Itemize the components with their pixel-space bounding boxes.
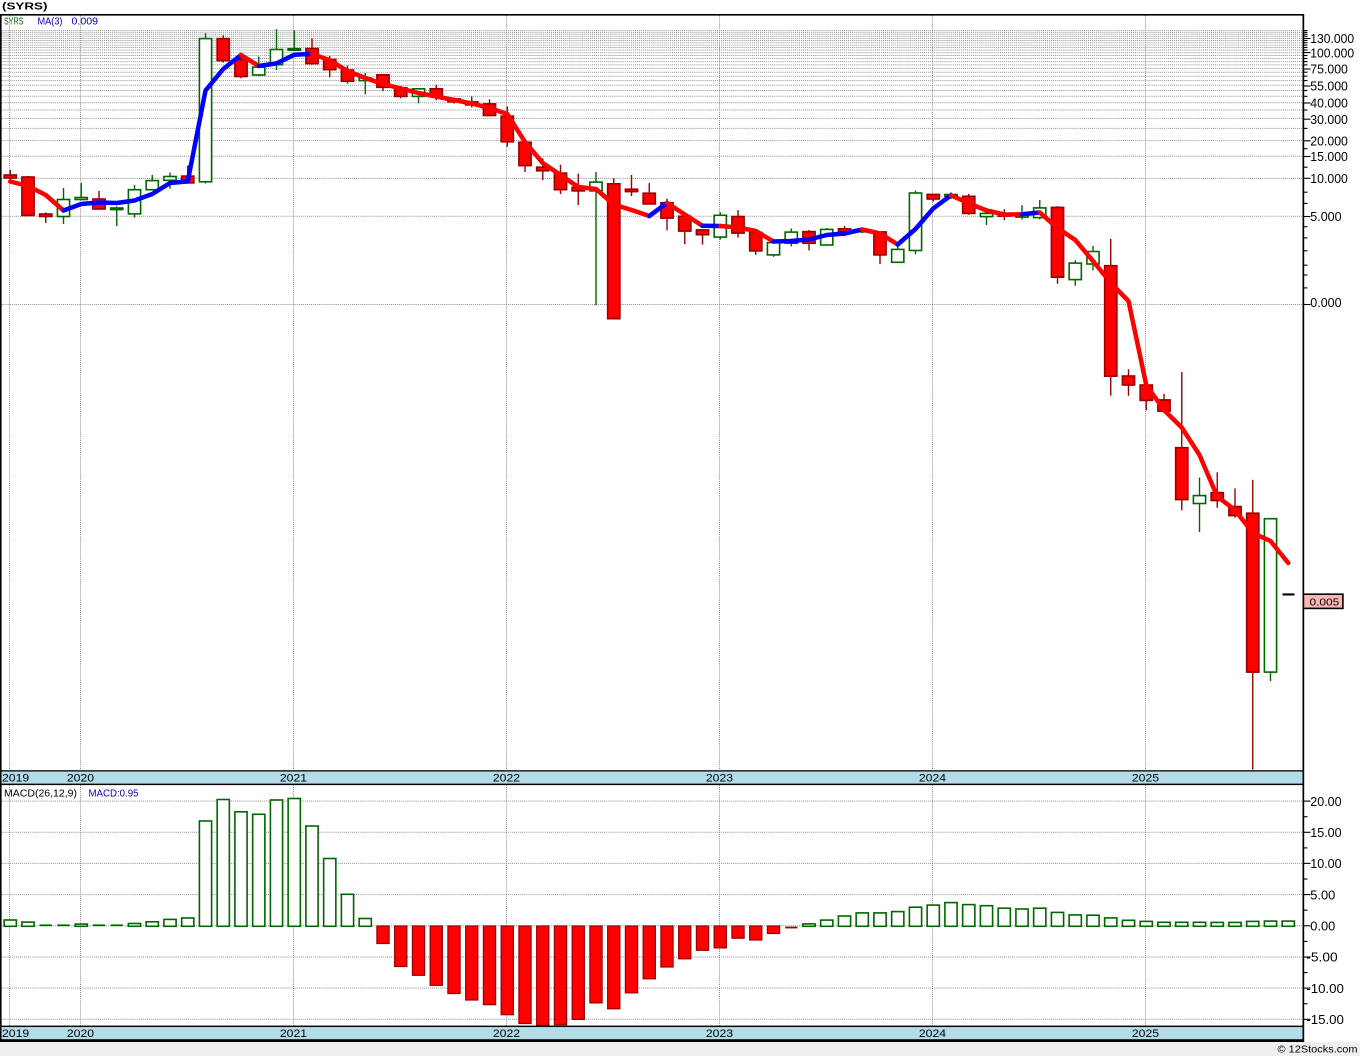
svg-text:-10.00: -10.00: [1306, 981, 1344, 996]
svg-text:2021: 2021: [280, 773, 307, 785]
svg-text:75.000: 75.000: [1310, 62, 1348, 77]
svg-text:15.000: 15.000: [1310, 149, 1348, 164]
svg-text:-15.00: -15.00: [1306, 1012, 1344, 1027]
svg-text:2019: 2019: [2, 773, 29, 785]
svg-text:2025: 2025: [1132, 773, 1159, 785]
svg-text:MACD:0.95: MACD:0.95: [89, 789, 139, 800]
svg-text:-5.00: -5.00: [1306, 950, 1337, 965]
svg-text:© 12Stocks.com: © 12Stocks.com: [1278, 1045, 1358, 1056]
svg-text:2022: 2022: [493, 1028, 520, 1040]
svg-text:0.005: 0.005: [1310, 596, 1340, 608]
svg-text:2025: 2025: [1132, 1028, 1159, 1040]
svg-text:0.00: 0.00: [1310, 919, 1335, 934]
svg-text:2023: 2023: [706, 1028, 733, 1040]
svg-text:5.000: 5.000: [1310, 209, 1341, 224]
svg-text:MA(3): MA(3): [38, 17, 63, 28]
svg-text:15.00: 15.00: [1310, 825, 1341, 840]
svg-text:40.000: 40.000: [1310, 96, 1348, 111]
svg-text:2024: 2024: [919, 773, 946, 785]
svg-text:100.000: 100.000: [1310, 45, 1354, 60]
svg-text:(SYRS): (SYRS): [2, 1, 48, 12]
svg-text:2019: 2019: [2, 1028, 29, 1040]
svg-text:20.00: 20.00: [1310, 794, 1341, 809]
svg-text:0.009: 0.009: [72, 17, 99, 28]
svg-text:SYRS: SYRS: [4, 17, 24, 28]
svg-text:130.000: 130.000: [1310, 31, 1354, 46]
svg-text:10.00: 10.00: [1310, 856, 1341, 871]
svg-text:MACD(26,12,9): MACD(26,12,9): [4, 789, 77, 800]
svg-text:2020: 2020: [67, 1028, 94, 1040]
svg-text:0.000: 0.000: [1310, 295, 1341, 310]
svg-text:10.000: 10.000: [1310, 171, 1348, 186]
svg-text:2024: 2024: [919, 1028, 946, 1040]
svg-text:2020: 2020: [67, 773, 94, 785]
svg-text:5.00: 5.00: [1310, 887, 1335, 902]
svg-text:30.000: 30.000: [1310, 112, 1348, 127]
svg-text:2023: 2023: [706, 773, 733, 785]
svg-text:2022: 2022: [493, 773, 520, 785]
svg-text:2021: 2021: [280, 1028, 307, 1040]
svg-text:20.000: 20.000: [1310, 134, 1348, 149]
svg-text:55.000: 55.000: [1310, 79, 1348, 94]
